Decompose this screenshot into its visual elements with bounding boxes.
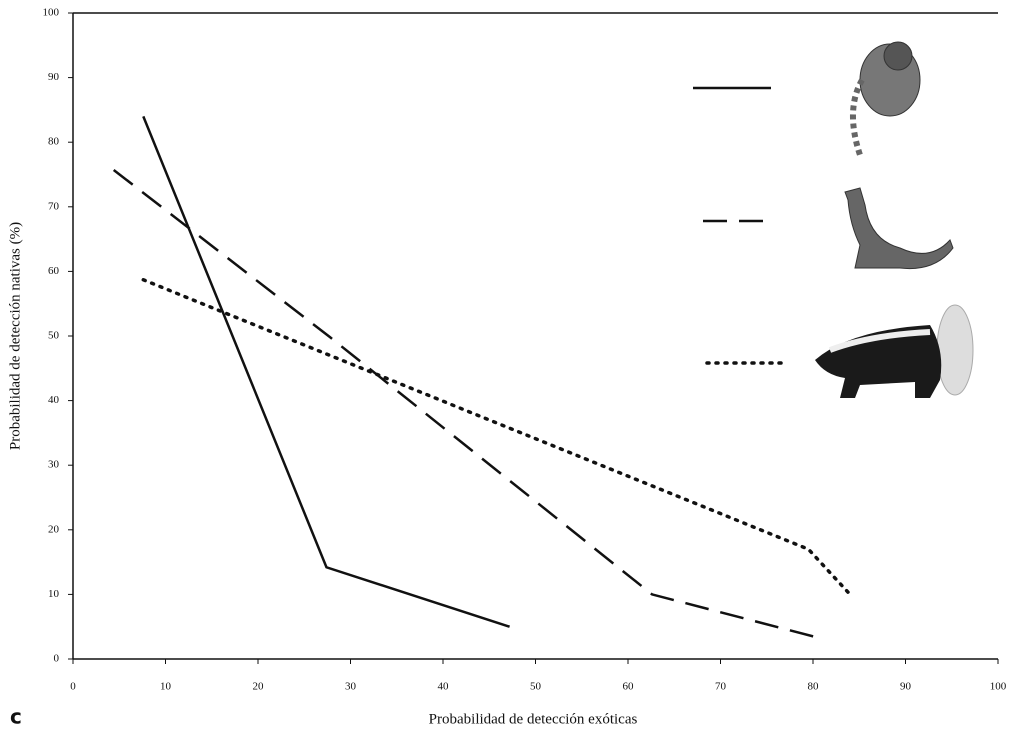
x-tick-label: 30: [345, 681, 357, 693]
legend-icon-skunk: [815, 304, 974, 398]
y-tick-label: 30: [48, 459, 60, 471]
x-tick-label: 90: [900, 681, 912, 693]
y-tick-label: 20: [48, 523, 60, 535]
series-line: [142, 115, 510, 628]
y-tick-label: 0: [54, 653, 60, 665]
legend-icon-weasel: [844, 187, 954, 270]
x-tick-label: 0: [70, 681, 76, 693]
y-tick-label: 10: [48, 588, 60, 600]
x-tick-label: 10: [160, 681, 172, 693]
x-tick-label: 100: [990, 681, 1007, 693]
x-tick-label: 20: [253, 681, 265, 693]
y-axis-title: Probabilidad de detección nativas (%): [7, 222, 23, 450]
panel-label: c: [10, 705, 22, 729]
y-tick-label: 50: [48, 330, 60, 342]
y-tick-label: 90: [48, 71, 60, 83]
legend-icon-coati: [849, 41, 921, 156]
x-tick-label: 70: [715, 681, 727, 693]
y-tick-label: 80: [48, 136, 60, 148]
y-tick-label: 40: [48, 394, 60, 406]
series-line: [141, 278, 854, 599]
y-tick-label: 60: [48, 265, 60, 277]
x-tick-label: 60: [623, 681, 635, 693]
x-axis-title: Probabilidad de detección exóticas: [429, 711, 638, 727]
y-tick-label: 70: [48, 200, 60, 212]
series-line: [112, 168, 824, 641]
y-tick-label: 100: [43, 7, 60, 19]
x-tick-label: 50: [530, 681, 542, 693]
x-tick-label: 80: [808, 681, 820, 693]
x-tick-label: 40: [438, 681, 450, 693]
